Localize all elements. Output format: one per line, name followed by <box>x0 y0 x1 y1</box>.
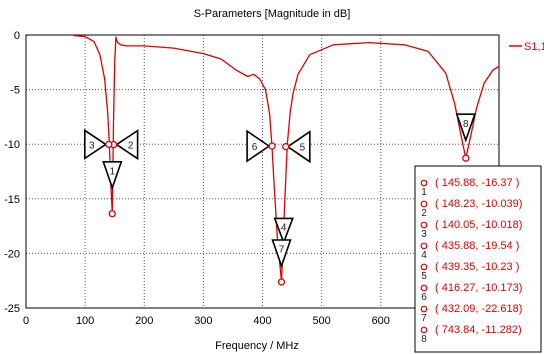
marker-label-2: 2 <box>128 141 134 152</box>
marker-readout-panel: 1 ( 145.88, -16.37 ) 2 ( 148.23, -10.039) 3 (… <box>414 165 542 353</box>
marker-callout-1 <box>102 161 123 191</box>
x-tick-label: 100 <box>76 315 94 327</box>
x-tick-label: 300 <box>194 315 212 327</box>
marker-callout-8 <box>455 113 476 143</box>
marker-callout-6 <box>246 129 271 163</box>
readout-index: 8 <box>421 334 427 345</box>
readout-symbol <box>420 326 428 334</box>
x-tick-label: 200 <box>135 315 153 327</box>
marker-callout-2 <box>115 129 139 161</box>
marker-callout-3 <box>84 128 108 160</box>
marker-point-1 <box>108 210 116 218</box>
readout-panel-frame <box>414 165 542 353</box>
marker-label-7: 7 <box>279 245 285 256</box>
marker-point-8 <box>462 154 470 162</box>
readout-symbol <box>420 305 428 313</box>
x-axis-label: Frequency / MHz <box>215 340 299 352</box>
readout-value: ( 432.09, -22.618) <box>435 303 522 315</box>
x-tick-label: 400 <box>253 315 271 327</box>
series-line-s11 <box>73 35 499 283</box>
y-axis-ticks: 0 -5 -10 -15 -20 -25 <box>4 30 20 315</box>
readout-value: ( 743.84, -11.282) <box>435 324 522 336</box>
marker-layer: 1 2 3 4 5 6 7 8 <box>84 113 476 286</box>
readout-index: 2 <box>421 208 427 219</box>
readout-value: ( 140.05, -10.018) <box>435 219 522 231</box>
marker-label-6: 6 <box>252 142 258 153</box>
marker-label-3: 3 <box>89 140 95 151</box>
marker-point-3 <box>105 140 113 149</box>
y-tick-label: -20 <box>4 248 20 260</box>
marker-callout-4 <box>273 217 294 245</box>
marker-label-8: 8 <box>463 119 469 130</box>
marker-point-5 <box>282 143 290 151</box>
y-tick-label: -5 <box>10 85 20 97</box>
x-tick-label: 600 <box>372 315 390 327</box>
x-axis-ticks: 0 100 200 300 400 500 600 <box>23 315 390 327</box>
readout-value: ( 145.88, -16.37 ) <box>435 177 519 189</box>
x-tick-label: 500 <box>312 315 330 327</box>
readout-symbol <box>420 284 428 292</box>
marker-label-5: 5 <box>300 143 306 154</box>
readout-value: ( 148.23, -10.039) <box>435 198 522 210</box>
y-tick-label: -10 <box>4 139 20 151</box>
y-tick-label: -15 <box>4 194 20 206</box>
readout-value: ( 416.27, -10.173) <box>435 282 522 294</box>
readout-value: ( 435.88, -19.54 ) <box>435 240 519 252</box>
marker-label-1: 1 <box>110 166 116 177</box>
readout-index: 3 <box>421 229 427 240</box>
readout-symbol <box>420 263 428 271</box>
readout-index: 7 <box>421 313 427 324</box>
readout-index: 4 <box>421 250 427 261</box>
readout-symbol <box>420 179 428 187</box>
legend: S1,1 <box>509 41 544 53</box>
y-tick-label: -25 <box>4 303 20 315</box>
marker-callout-5 <box>286 130 311 164</box>
marker-callout-7 <box>271 239 292 269</box>
readout-index: 1 <box>421 187 427 198</box>
chart-title: S-Parameters [Magnitude in dB] <box>194 8 351 20</box>
x-tick-label: 0 <box>23 315 29 327</box>
marker-point-6 <box>268 142 276 150</box>
marker-label-4: 4 <box>281 222 287 233</box>
readout-symbol <box>420 242 428 250</box>
readout-index: 6 <box>421 292 427 303</box>
legend-label-s11: S1,1 <box>524 41 544 53</box>
series-layer <box>73 35 499 283</box>
readout-index: 5 <box>421 271 427 282</box>
readout-symbol <box>420 200 428 208</box>
marker-point-7 <box>277 278 286 286</box>
y-tick-label: 0 <box>14 30 20 42</box>
readout-value: ( 439.35, -10.23 ) <box>435 261 519 273</box>
readout-symbol <box>420 221 428 229</box>
